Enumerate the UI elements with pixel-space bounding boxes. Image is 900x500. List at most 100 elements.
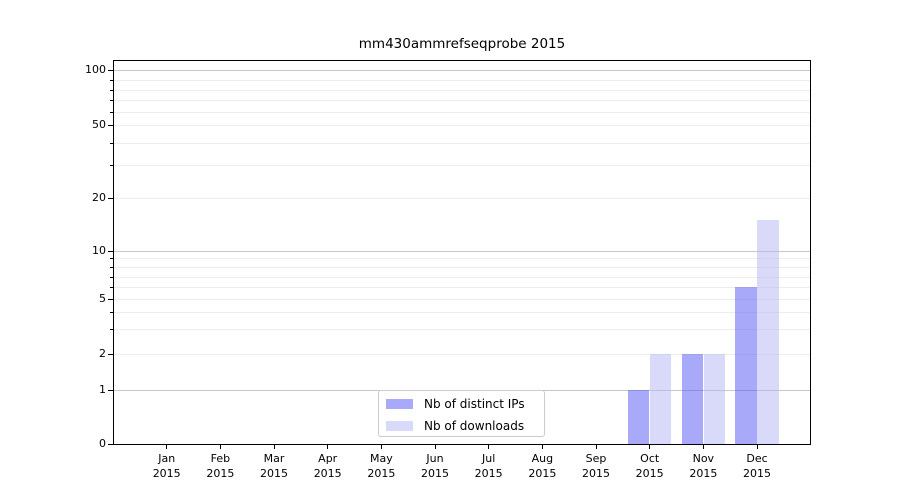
x-label-month: Jan xyxy=(158,452,176,465)
x-label-month: Oct xyxy=(640,452,660,465)
y-minor-tick-9 xyxy=(110,258,113,259)
x-label-year: 2015 xyxy=(260,467,289,480)
plot-bottom-spine xyxy=(113,444,811,445)
x-tick-aug xyxy=(541,445,543,449)
x-tick-label-nov: Nov 2015 xyxy=(675,451,731,481)
x-label-month: Jul xyxy=(482,452,496,465)
y-minor-tick-6 xyxy=(110,287,113,288)
x-tick-oct xyxy=(649,445,651,449)
gridline-minor-30 xyxy=(114,165,810,166)
chart-title: mm430ammrefseqprobe 2015 xyxy=(358,36,566,52)
plot-right-spine xyxy=(810,60,811,445)
x-label-month: Apr xyxy=(318,452,338,465)
legend-entry-downloads: Nb of downloads xyxy=(379,417,544,435)
gridline-minor-3 xyxy=(114,329,810,330)
x-label-month: Sep xyxy=(585,452,607,465)
legend-label-downloads: Nb of downloads xyxy=(424,419,525,433)
gridline-2 xyxy=(114,353,810,355)
x-tick-label-apr: Apr 2015 xyxy=(300,451,356,481)
x-tick-feb xyxy=(219,445,221,449)
y-tick-50 xyxy=(108,125,113,126)
x-label-month: Nov xyxy=(692,452,715,465)
y-minor-tick-7 xyxy=(110,277,113,278)
y-tick-label-10: 10 xyxy=(92,244,106,257)
bar-oct-nb-of-distinct-ips xyxy=(627,390,650,444)
x-label-year: 2015 xyxy=(152,467,181,480)
x-label-month: May xyxy=(369,452,393,465)
y-tick-20 xyxy=(108,198,113,199)
y-tick-2 xyxy=(108,353,113,355)
legend-entry-distinct-ips: Nb of distinct IPs xyxy=(379,395,544,413)
x-label-year: 2015 xyxy=(367,467,396,480)
bar-dec-nb-of-distinct-ips xyxy=(735,287,757,444)
x-tick-label-sep: Sep 2015 xyxy=(568,451,624,481)
y-minor-tick-4 xyxy=(110,312,113,313)
y-minor-tick-8 xyxy=(110,267,113,268)
x-tick-label-jul: Jul 2015 xyxy=(461,451,517,481)
legend-box: Nb of distinct IPs Nb of downloads xyxy=(378,390,545,437)
bar-nov-nb-of-downloads xyxy=(703,353,726,444)
bar-nov-nb-of-distinct-ips xyxy=(681,353,704,444)
legend-swatch-downloads xyxy=(386,421,413,431)
gridline-minor-7 xyxy=(114,277,810,278)
x-tick-mar xyxy=(273,445,275,449)
gridline-minor-90 xyxy=(114,80,810,81)
gridline-10 xyxy=(114,251,810,252)
x-tick-label-mar: Mar 2015 xyxy=(246,451,302,481)
y-tick-label-5: 5 xyxy=(99,292,106,305)
x-label-month: Dec xyxy=(746,452,768,465)
y-minor-tick-30 xyxy=(110,165,113,166)
x-label-year: 2015 xyxy=(206,467,235,480)
gridline-minor-6 xyxy=(114,287,810,288)
gridline-minor-40 xyxy=(114,143,810,144)
x-tick-sep xyxy=(595,445,597,449)
y-tick-label-0: 0 xyxy=(99,437,106,450)
y-tick-label-100: 100 xyxy=(85,63,106,76)
y-tick-10 xyxy=(108,251,113,252)
y-minor-tick-40 xyxy=(110,143,113,144)
x-label-month: Jun xyxy=(426,452,444,465)
x-tick-label-jan: Jan 2015 xyxy=(139,451,195,481)
x-label-year: 2015 xyxy=(582,467,610,480)
x-tick-label-dec: Dec 2015 xyxy=(729,451,785,481)
y-minor-tick-90 xyxy=(110,80,113,81)
y-tick-5 xyxy=(108,299,113,300)
y-tick-label-20: 20 xyxy=(92,191,106,204)
x-label-month: Feb xyxy=(210,452,231,465)
y-tick-100 xyxy=(108,70,113,71)
x-tick-apr xyxy=(327,445,329,449)
gridline-minor-80 xyxy=(114,90,810,91)
y-tick-label-2: 2 xyxy=(99,346,106,360)
gridline-minor-60 xyxy=(114,112,810,113)
y-tick-0 xyxy=(108,444,113,445)
x-tick-label-oct: Oct 2015 xyxy=(622,451,678,481)
gridline-50 xyxy=(114,125,810,126)
x-tick-label-jun: Jun 2015 xyxy=(407,451,463,481)
x-tick-label-aug: Aug 2015 xyxy=(514,451,570,481)
plot-top-spine xyxy=(113,60,811,61)
gridline-minor-70 xyxy=(114,100,810,101)
gridline-minor-8 xyxy=(114,267,810,268)
x-label-year: 2015 xyxy=(421,467,450,480)
y-minor-tick-60 xyxy=(110,112,113,113)
legend-label-distinct-ips: Nb of distinct IPs xyxy=(424,397,525,411)
x-tick-label-feb: Feb 2015 xyxy=(192,451,248,481)
x-tick-may xyxy=(380,445,382,449)
y-tick-label-1: 1 xyxy=(99,383,106,396)
x-tick-jun xyxy=(434,445,436,449)
y-tick-label-50: 50 xyxy=(92,118,106,131)
x-label-month: Mar xyxy=(263,452,285,465)
gridline-20 xyxy=(114,198,810,199)
x-tick-nov xyxy=(702,445,704,449)
gridline-minor-9 xyxy=(114,258,810,259)
x-label-year: 2015 xyxy=(528,467,557,480)
gridline-minor-4 xyxy=(114,312,810,313)
x-label-year: 2015 xyxy=(313,467,342,480)
x-tick-label-may: May 2015 xyxy=(353,451,409,481)
gridline-100 xyxy=(114,70,810,71)
y-minor-tick-80 xyxy=(110,90,113,91)
x-label-year: 2015 xyxy=(474,467,503,480)
x-label-year: 2015 xyxy=(635,467,664,480)
bar-dec-nb-of-downloads xyxy=(757,219,779,444)
